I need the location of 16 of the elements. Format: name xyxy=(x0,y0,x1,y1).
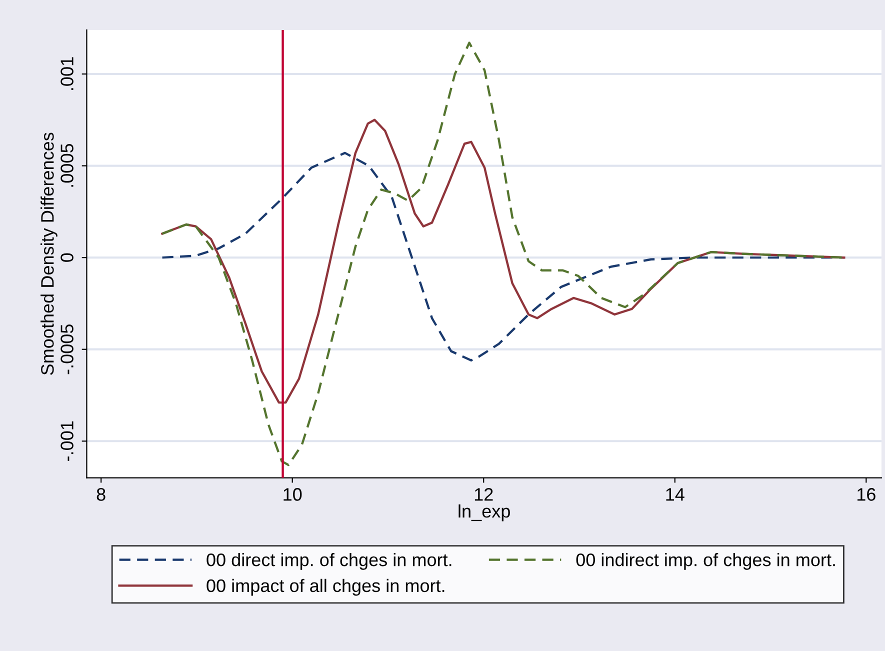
x-tick-label: 10 xyxy=(284,488,302,501)
x-axis-title: ln_exp xyxy=(458,504,510,522)
x-tick-label: 12 xyxy=(474,488,493,501)
y-tick-label: .001 xyxy=(60,57,74,90)
legend-label: 00 impact of all chges in mort. xyxy=(206,578,444,596)
x-tick-label: 14 xyxy=(666,488,684,501)
y-tick-label: -.001 xyxy=(60,421,74,461)
x-tick-label: 8 xyxy=(96,488,106,501)
y-tick-label: .0005 xyxy=(60,144,74,187)
y-tick-label: -.0005 xyxy=(60,324,74,374)
y-axis-title: Smoothed Density Differences xyxy=(40,132,58,375)
y-tick-label: 0 xyxy=(60,253,74,262)
legend-label: 00 indirect imp. of chges in mort. xyxy=(576,553,835,570)
line-series xyxy=(161,118,846,404)
legend-label: 00 direct imp. of chges in mort. xyxy=(206,553,452,570)
x-tick-label: 16 xyxy=(857,488,876,501)
